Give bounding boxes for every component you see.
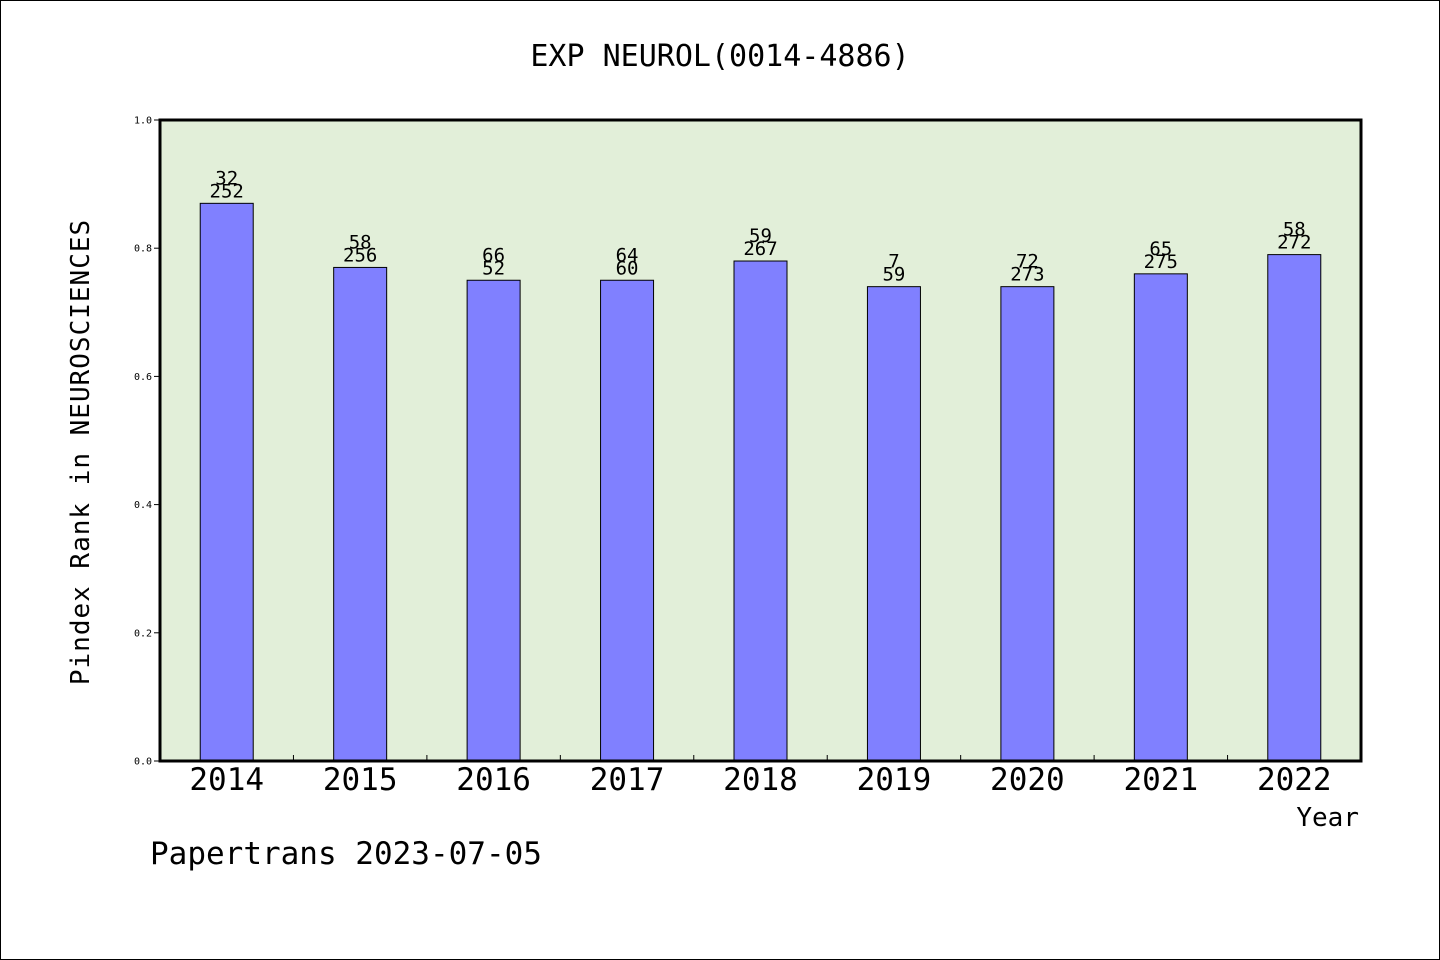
data-label-top: 32 xyxy=(215,167,238,189)
bar-2017 xyxy=(600,279,655,762)
x-tick-label: 2017 xyxy=(590,762,665,798)
bar-2015 xyxy=(333,266,388,762)
y-tick-label: 1.0 xyxy=(134,116,152,127)
bar-2016 xyxy=(466,279,521,762)
x-tick-label: 2014 xyxy=(189,762,264,798)
x-tick-label: 2021 xyxy=(1124,762,1199,798)
data-label-top: 58 xyxy=(1283,219,1306,241)
data-label-top: 65 xyxy=(1149,238,1172,260)
data-label-top: 7 xyxy=(888,251,899,273)
bar-2019 xyxy=(866,286,921,762)
y-tick-label: 0.2 xyxy=(134,628,152,639)
chart-title: EXP NEUROL(0014-4886) xyxy=(530,39,909,74)
data-label-bottom: 272 xyxy=(1277,232,1311,254)
data-label-bottom: 60 xyxy=(616,257,639,279)
data-label-bottom: 256 xyxy=(343,244,377,266)
y-axis-label: Pindex Rank in NEUROSCIENCES xyxy=(66,219,96,685)
data-label-bottom: 252 xyxy=(210,180,244,202)
x-tick-label: 2018 xyxy=(723,762,798,798)
x-tick-label: 2019 xyxy=(857,762,932,798)
y-tick-label: 0.6 xyxy=(134,372,152,383)
x-tick-label: 2016 xyxy=(456,762,531,798)
bar-2021 xyxy=(1133,273,1188,762)
bar-2022 xyxy=(1267,254,1322,762)
footer-text: Papertrans 2023-07-05 xyxy=(150,836,542,872)
x-tick-label: 2015 xyxy=(323,762,398,798)
bar-2018 xyxy=(733,260,788,762)
data-label-bottom: 267 xyxy=(743,238,777,260)
plot-border xyxy=(158,118,1363,763)
x-axis-label: Year xyxy=(1296,803,1359,833)
y-tick-label: 0.8 xyxy=(134,244,152,255)
bar-2014 xyxy=(199,202,254,762)
data-label-top: 59 xyxy=(749,225,772,247)
data-label-bottom: 59 xyxy=(882,264,905,286)
data-label-top: 64 xyxy=(616,244,639,266)
x-tick-label: 2020 xyxy=(990,762,1065,798)
data-label-bottom: 275 xyxy=(1144,251,1178,273)
bar-2020 xyxy=(1000,286,1055,762)
data-label-top: 66 xyxy=(482,244,505,266)
data-label-top: 58 xyxy=(349,231,372,253)
data-label-bottom: 52 xyxy=(482,257,505,279)
data-label-top: 72 xyxy=(1016,251,1039,273)
y-tick-label: 0.4 xyxy=(134,500,152,511)
data-label-bottom: 273 xyxy=(1010,264,1044,286)
x-tick-label: 2022 xyxy=(1257,762,1332,798)
y-tick-label: 0.0 xyxy=(134,757,152,768)
